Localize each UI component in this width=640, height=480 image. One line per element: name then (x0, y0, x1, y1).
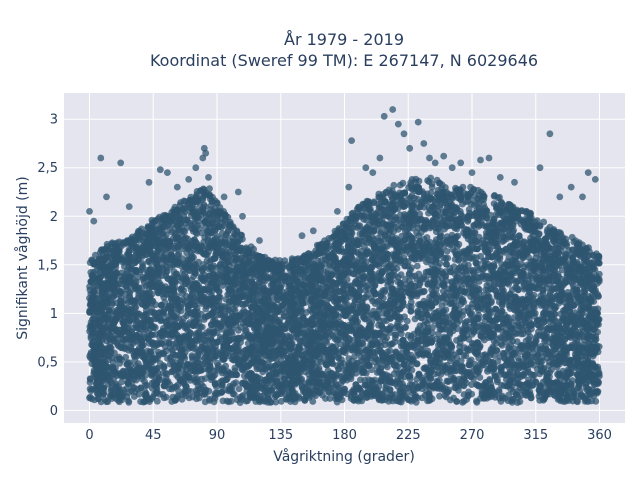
data-point (461, 265, 469, 273)
data-point (468, 381, 475, 388)
data-point (443, 248, 451, 255)
data-point (122, 353, 130, 361)
data-point (425, 178, 433, 186)
data-points (86, 106, 603, 406)
data-point (119, 257, 126, 264)
chart-title-line2: Koordinat (Sweref 99 TM): E 267147, N 60… (150, 51, 538, 70)
data-point (101, 396, 109, 404)
data-point (463, 396, 470, 403)
data-point (399, 179, 407, 187)
chart-title-line1: År 1979 - 2019 (284, 30, 404, 49)
data-point (357, 376, 364, 384)
data-point (118, 378, 126, 386)
data-point (356, 222, 364, 230)
data-point (132, 304, 140, 311)
data-point (231, 342, 239, 350)
data-point (390, 181, 398, 189)
data-point (574, 398, 581, 406)
data-point (429, 324, 436, 331)
data-point (568, 233, 576, 241)
data-point (436, 392, 443, 400)
data-point (374, 342, 382, 350)
data-point (490, 200, 498, 208)
data-point (394, 383, 402, 390)
data-point (219, 397, 227, 405)
data-point (213, 359, 221, 367)
data-point (254, 272, 262, 279)
data-point (178, 391, 186, 398)
data-point (375, 190, 383, 198)
data-point (414, 309, 421, 317)
